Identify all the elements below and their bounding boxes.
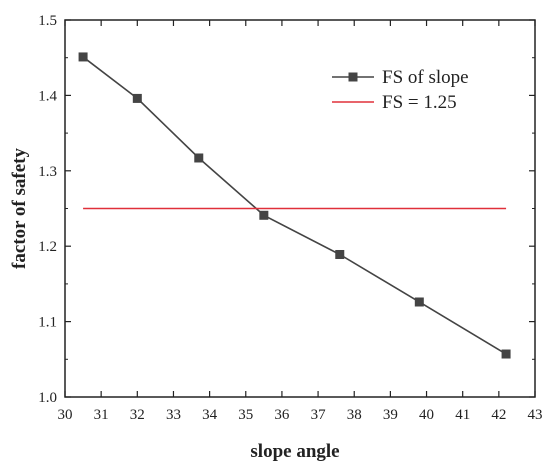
y-tick-label: 1.0 — [38, 390, 57, 406]
data-point — [501, 349, 511, 359]
x-tick-label: 39 — [383, 407, 398, 423]
x-tick-label: 43 — [528, 407, 543, 423]
x-tick-label: 38 — [347, 407, 362, 423]
y-tick-label: 1.4 — [38, 88, 57, 104]
legend-marker — [348, 72, 358, 82]
y-tick-label: 1.2 — [38, 239, 57, 255]
data-point — [132, 93, 142, 103]
x-tick-label: 36 — [274, 407, 290, 423]
x-axis-title: slope angle — [250, 441, 339, 462]
data-point — [194, 153, 204, 163]
x-tick-label: 37 — [311, 407, 327, 423]
legend-label-1: FS of slope — [382, 67, 469, 88]
y-tick-label: 1.3 — [38, 164, 57, 180]
y-tick-label: 1.1 — [38, 315, 57, 331]
x-tick-label: 30 — [58, 407, 73, 423]
legend-label-2: FS = 1.25 — [382, 92, 457, 113]
plot-area: 30 31 32 33 34 35 36 37 38 39 40 41 42 43 1.0 1.1 1.2 1.3… — [9, 13, 543, 462]
x-tick-label: 33 — [166, 407, 181, 423]
data-point — [259, 210, 269, 220]
x-tick-label: 42 — [491, 407, 506, 423]
x-tick-label: 41 — [455, 407, 470, 423]
data-point — [414, 297, 424, 307]
y-tick-label: 1.5 — [38, 13, 57, 29]
x-tick-label: 40 — [419, 407, 434, 423]
x-tick-label: 34 — [202, 407, 218, 423]
data-point — [78, 52, 88, 62]
x-tick-label: 32 — [130, 407, 145, 423]
x-tick-label: 35 — [238, 407, 253, 423]
y-axis-title: factor of safety — [9, 148, 30, 269]
x-tick-label: 31 — [94, 407, 109, 423]
data-point — [335, 249, 345, 259]
